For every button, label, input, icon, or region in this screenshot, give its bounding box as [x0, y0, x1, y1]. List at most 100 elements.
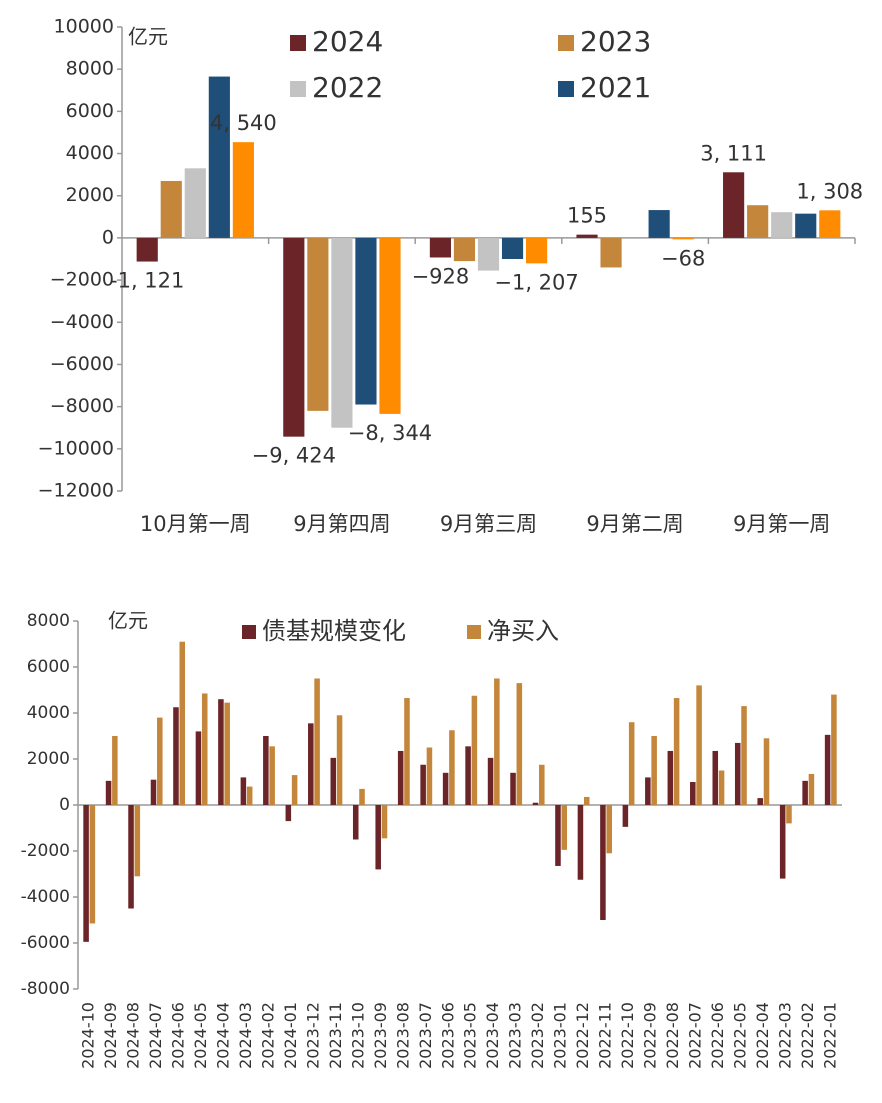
y-tick-label: 8000 — [66, 58, 114, 80]
data-label: -1, 121 — [110, 269, 184, 293]
bar — [359, 788, 365, 805]
x-tick-label: 2023-04 — [483, 1002, 502, 1069]
x-tick-label: 9月第一周 — [733, 512, 830, 536]
bar — [741, 706, 747, 805]
x-tick-label: 2023-05 — [461, 1002, 480, 1069]
bar — [307, 237, 329, 411]
bar — [802, 780, 808, 805]
y-axis-unit: 亿元 — [128, 25, 168, 49]
bar — [600, 805, 606, 920]
x-tick-label: 2023-03 — [506, 1002, 525, 1069]
bar — [224, 702, 230, 805]
x-tick-label: 2024-03 — [236, 1002, 255, 1069]
y-tick-label: 0 — [59, 795, 70, 815]
x-tick-label: 2022-11 — [596, 1002, 615, 1069]
y-tick-label: −4000 — [50, 311, 114, 333]
bar — [471, 695, 478, 805]
bar — [246, 786, 253, 805]
bar — [501, 237, 524, 259]
x-tick-label: 2024-10 — [79, 1002, 98, 1069]
x-tick-label: 10月第一周 — [140, 512, 251, 536]
x-tick-label: 2023-09 — [371, 1002, 390, 1069]
legend-swatch — [290, 35, 306, 51]
y-tick-label: 0 — [102, 226, 114, 248]
x-tick-label: 2022-02 — [798, 1002, 817, 1069]
bar — [600, 237, 622, 268]
y-tick-label: 6000 — [66, 100, 114, 122]
x-tick-label: 2023-11 — [326, 1002, 345, 1069]
bar — [477, 237, 500, 271]
x-tick-label: 2022-12 — [573, 1002, 592, 1069]
bar — [645, 777, 651, 805]
legend-label: 2024 — [312, 25, 383, 58]
y-tick-label: 8000 — [27, 611, 70, 631]
bar — [622, 805, 629, 827]
bar — [283, 237, 305, 437]
data-label: −9, 424 — [252, 444, 336, 468]
x-tick-label: 2022-09 — [641, 1002, 660, 1069]
bar — [453, 237, 476, 262]
y-tick-label: -2000 — [21, 841, 70, 861]
x-tick-label: 2023-07 — [416, 1002, 435, 1069]
bar — [577, 805, 584, 880]
bar — [526, 237, 548, 264]
bar — [240, 777, 247, 805]
y-tick-label: 6000 — [27, 657, 70, 677]
bar — [330, 757, 337, 805]
data-label: 155 — [567, 204, 607, 228]
y-tick-label: 4000 — [27, 703, 70, 723]
legend-label: 2021 — [580, 71, 651, 104]
bar — [771, 212, 793, 238]
y-tick-label: −12000 — [38, 480, 114, 502]
bar — [442, 772, 449, 805]
y-tick-label: −2000 — [50, 269, 114, 291]
bar — [465, 746, 471, 805]
y-tick-label: −10000 — [38, 437, 114, 459]
bar — [747, 205, 769, 238]
bar — [379, 237, 401, 414]
x-tick-label: 2024-09 — [101, 1002, 120, 1069]
y-tick-label: −6000 — [50, 353, 114, 375]
bar — [757, 798, 763, 805]
bar — [105, 780, 112, 805]
bar — [355, 237, 377, 405]
bar — [532, 802, 539, 805]
legend-label: 2023 — [580, 25, 651, 58]
bar — [201, 693, 208, 805]
bar — [648, 210, 670, 238]
legend-label: 2022 — [312, 71, 383, 104]
bar — [672, 237, 694, 240]
bar — [487, 757, 494, 805]
bar — [494, 678, 500, 805]
bar — [831, 694, 837, 805]
bar — [308, 723, 314, 805]
bar — [510, 772, 516, 805]
legend-swatch — [290, 81, 306, 97]
bar — [763, 738, 770, 805]
bar — [195, 731, 202, 805]
x-tick-label: 2023-06 — [438, 1002, 457, 1069]
data-label: 3, 111 — [700, 141, 767, 165]
legend-label: 净买入 — [487, 617, 559, 645]
legend-swatch — [558, 81, 574, 97]
bar — [83, 805, 89, 942]
bar — [179, 641, 186, 805]
bar — [314, 678, 320, 805]
bar — [426, 747, 433, 805]
bar — [583, 796, 590, 805]
bar — [606, 805, 612, 854]
x-tick-label: 2022-07 — [685, 1002, 704, 1069]
x-tick-label: 2022-08 — [663, 1002, 682, 1069]
bar — [723, 172, 745, 238]
x-tick-label: 2023-02 — [528, 1002, 547, 1069]
bar — [184, 168, 206, 238]
y-tick-label: -8000 — [21, 979, 70, 999]
bar — [232, 142, 254, 238]
bar — [404, 698, 410, 805]
data-label: −928 — [412, 264, 470, 288]
bar — [690, 782, 696, 805]
bar — [136, 237, 158, 262]
data-label: −68 — [661, 246, 705, 270]
x-tick-label: 2024-07 — [146, 1002, 165, 1069]
bar — [561, 805, 568, 850]
